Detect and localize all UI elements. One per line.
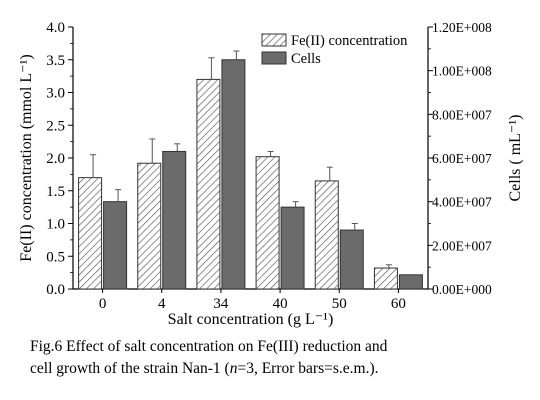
left-tick-label: 0.0 — [46, 282, 65, 298]
legend-swatch-cells — [261, 51, 287, 65]
legend-label-cells: Cells — [291, 51, 321, 67]
x-tick-label: 34 — [213, 296, 229, 312]
fe-bar — [314, 180, 339, 290]
right-tick-label: 6.00E+007 — [432, 151, 492, 166]
left-tick-label: 4.0 — [46, 20, 65, 36]
right-tick-label: 4.00E+007 — [432, 195, 492, 210]
x-axis-title: Salt concentration (g L⁻¹) — [168, 311, 334, 328]
x-tick-label: 40 — [273, 296, 288, 312]
cells-bar — [280, 206, 305, 290]
cells-bar — [398, 274, 423, 290]
left-tick-label: 0.5 — [46, 249, 65, 265]
x-tick-label: 0 — [99, 296, 107, 312]
left-tick-label: 1.0 — [46, 217, 65, 233]
right-axis-title: Cells ( mL⁻¹) — [507, 114, 524, 201]
figure-caption: Fig.6 Effect of salt concentration on Fe… — [30, 336, 530, 380]
x-tick-label: 60 — [391, 296, 406, 312]
cells-bar — [339, 229, 364, 290]
fe-bar — [373, 267, 398, 290]
caption-line-2-post: =3, Error bars=s.e.m.). — [237, 360, 379, 377]
right-tick-label: 1.00E+008 — [432, 64, 492, 79]
caption-line-2: cell growth of the strain Nan-1 (n=3, Er… — [30, 358, 530, 380]
left-tick-label: 3.0 — [46, 86, 65, 102]
legend-swatch-fe — [261, 33, 287, 47]
fe-bar — [137, 162, 162, 290]
cells-bar — [103, 201, 128, 290]
left-tick-label: 1.5 — [46, 184, 65, 200]
legend-label-fe: Fe(II) concentration — [291, 33, 408, 49]
chart: 0.0 0.5 1.0 1.5 2.0 2.5 3.0 3.5 4.0 0.00E+000 2.00… — [18, 20, 524, 328]
left-tick-label: 2.0 — [46, 151, 65, 167]
cells-bar — [162, 150, 187, 290]
left-tick-label: 2.5 — [46, 118, 65, 134]
caption-line-2-italic: n — [229, 360, 238, 377]
fe-bar — [196, 78, 221, 290]
x-tick-label: 50 — [332, 296, 347, 312]
fe-bar — [78, 177, 103, 290]
right-tick-label: 0.00E+000 — [432, 282, 492, 297]
cells-bar — [221, 59, 246, 290]
fe-bar — [255, 156, 280, 290]
right-tick-label: 1.20E+008 — [432, 20, 492, 35]
x-tick-label: 4 — [158, 296, 166, 312]
right-tick-label: 2.00E+007 — [432, 238, 492, 253]
caption-line-1: Fig.6 Effect of salt concentration on Fe… — [30, 338, 388, 355]
left-tick-label: 3.5 — [46, 53, 65, 69]
right-tick-label: 8.00E+007 — [432, 107, 492, 122]
left-axis-title: Fe(II) concentration (mmol L⁻¹) — [18, 54, 35, 261]
caption-line-2-pre: cell growth of the strain Nan-1 ( — [30, 360, 230, 377]
